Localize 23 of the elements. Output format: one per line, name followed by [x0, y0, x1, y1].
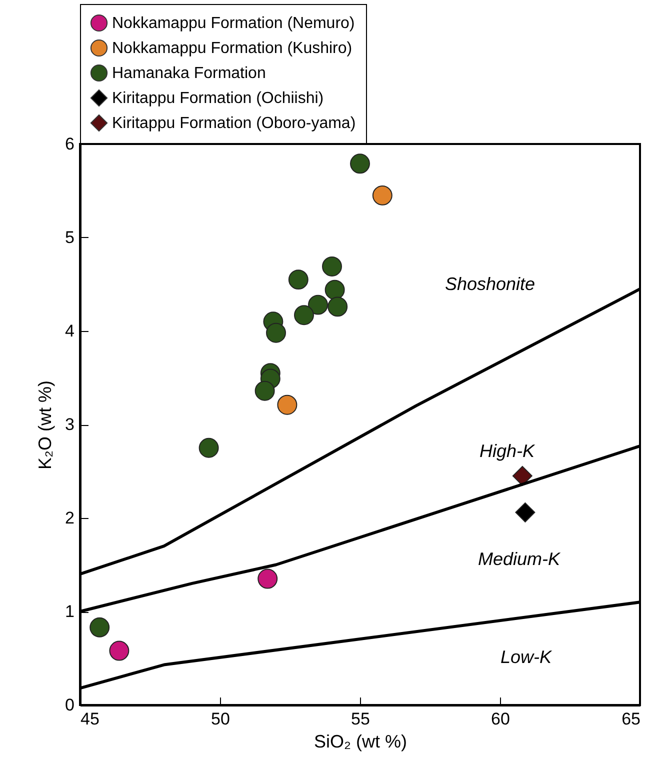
y-tick-label: 6	[65, 134, 74, 154]
annotation: Low-K	[500, 647, 552, 667]
x-tick-label: 55	[351, 710, 370, 728]
y-tick-label: 4	[65, 322, 74, 340]
legend-label: Hamanaka Formation	[112, 65, 266, 82]
x-axis-title: SiO₂ (wt %)	[314, 732, 407, 752]
legend-label: Nokkamappu Formation (Nemuro)	[112, 15, 355, 32]
legend-label: Kiritappu Formation (Ochiishi)	[112, 90, 324, 107]
y-tick-label: 2	[65, 508, 74, 528]
y-tick-label: 3	[65, 415, 74, 434]
annotation: High-K	[479, 441, 536, 461]
annotation: Medium-K	[478, 549, 561, 569]
y-tick-label: 5	[65, 228, 74, 247]
legend-label: Kiritappu Formation (Oboro-yama)	[112, 115, 356, 132]
x-tick-label: 45	[80, 710, 100, 728]
x-tick-label: 50	[211, 710, 230, 728]
x-tick-label: 65	[622, 710, 640, 728]
y-tick-label: 1	[65, 602, 74, 621]
y-axis-title: K₂O (wt %)	[35, 380, 56, 470]
y-tick-label: 0	[65, 696, 74, 714]
legend-label: Nokkamappu Formation (Kushiro)	[112, 40, 352, 57]
x-tick-label: 60	[491, 710, 510, 728]
annotation: Shoshonite	[444, 274, 536, 294]
